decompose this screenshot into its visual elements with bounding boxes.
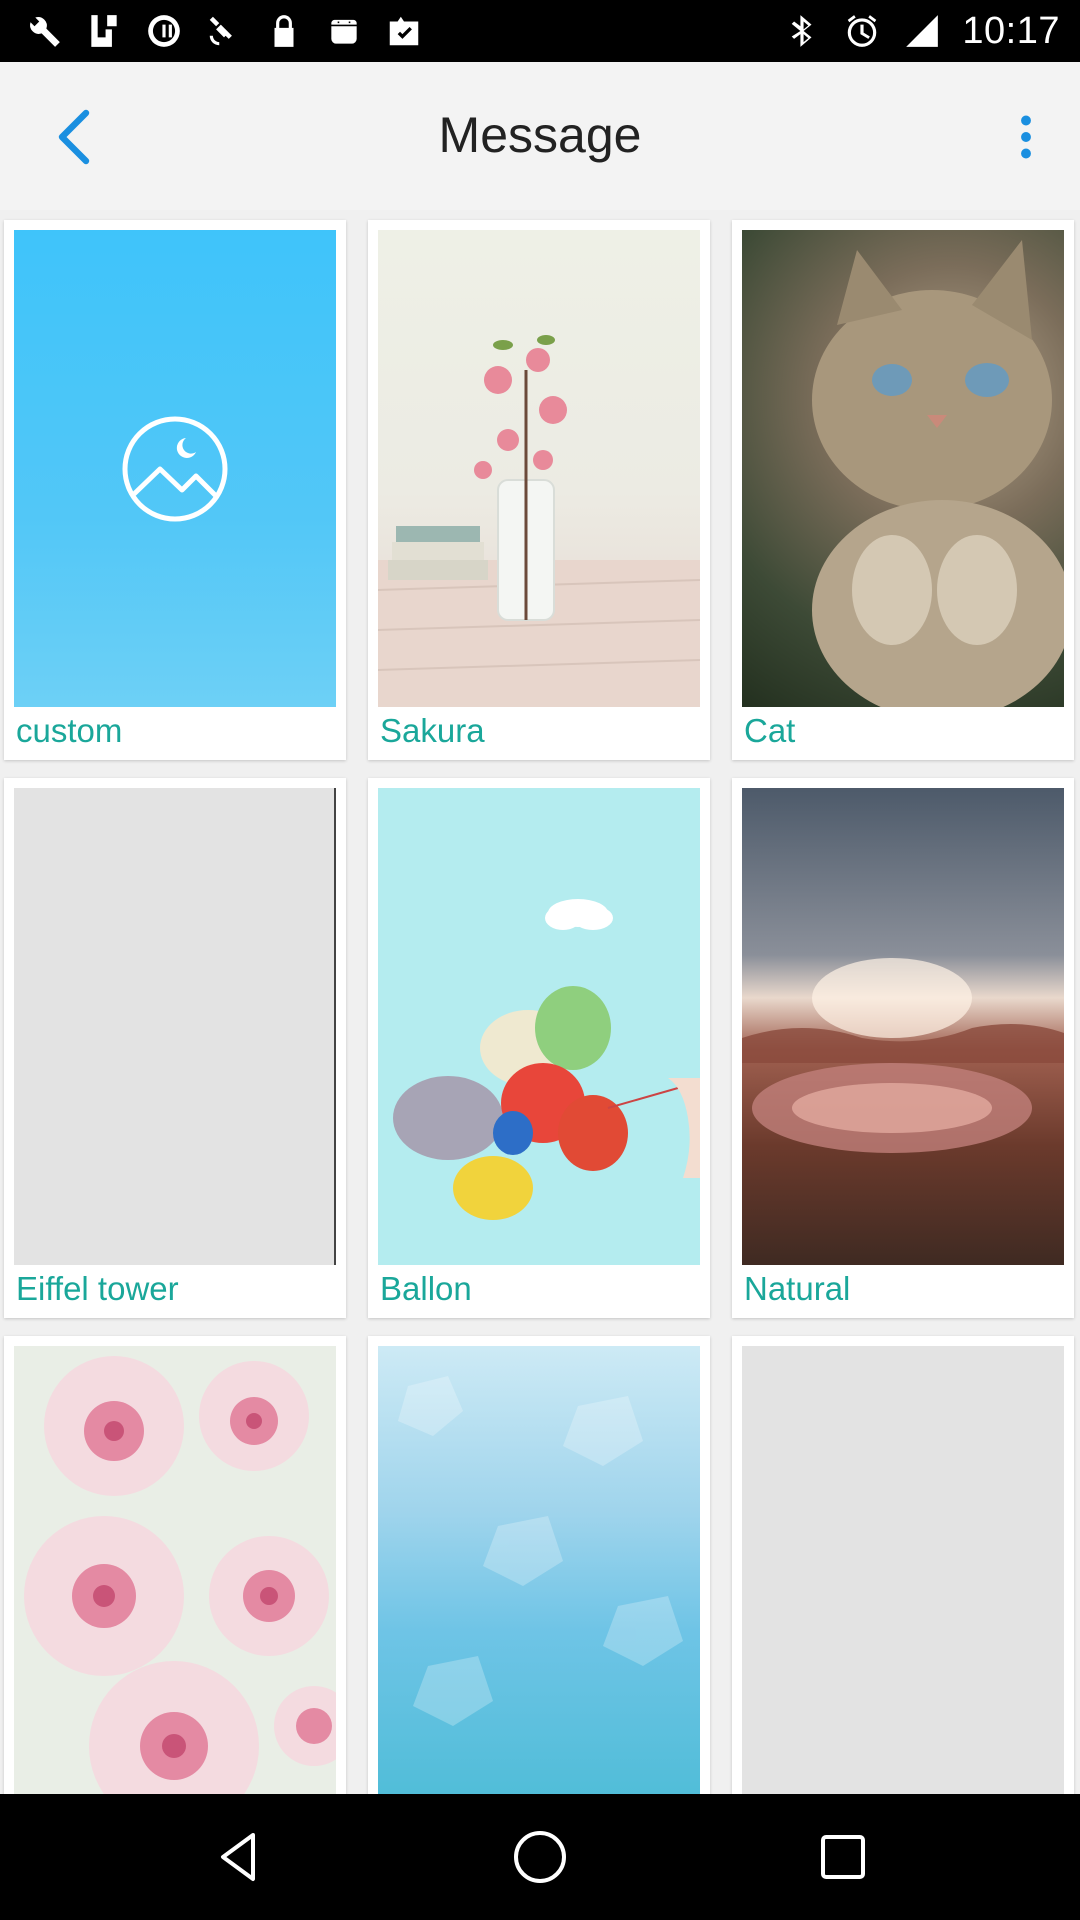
theme-thumbnail [742, 230, 1064, 707]
triangle-back-icon [221, 1833, 255, 1881]
theme-label: Cat [744, 712, 796, 749]
status-bar-right-icons: 10:17 [782, 10, 1060, 52]
theme-card-ballon[interactable]: Ballon [368, 778, 710, 1318]
signal-icon [902, 11, 942, 51]
theme-thumbnail [742, 788, 1064, 1265]
chevron-left-icon [58, 109, 90, 165]
satellite-icon [204, 11, 244, 51]
cat-image [812, 240, 1064, 707]
theme-thumbnail [378, 788, 700, 1265]
nav-back-button[interactable] [208, 1826, 270, 1888]
sync-icon [144, 11, 184, 51]
landscape-image [742, 958, 1064, 1153]
theme-label: Natural [744, 1270, 851, 1307]
theme-thumbnail [14, 230, 336, 707]
theme-grid: custom Sakura [0, 210, 1080, 1794]
theme-label: Sakura [380, 712, 485, 749]
circle-home-icon [514, 1831, 566, 1883]
theme-thumbnail [14, 1346, 336, 1794]
android-icon [324, 11, 364, 51]
theme-label: Eiffel tower [16, 1270, 179, 1307]
theme-card-blank[interactable] [732, 1336, 1074, 1794]
roses-image [24, 1356, 336, 1794]
navigation-bar [0, 1794, 1080, 1920]
theme-label: Ballon [380, 1270, 472, 1307]
back-button[interactable] [44, 102, 104, 172]
theme-card-custom[interactable]: custom [4, 220, 346, 760]
theme-card-cat[interactable]: Cat [732, 220, 1074, 760]
theme-card-sakura[interactable]: Sakura [368, 220, 710, 760]
theme-thumbnail [742, 1346, 1064, 1794]
more-vert-icon [1021, 115, 1031, 159]
nav-recents-button[interactable] [812, 1826, 874, 1888]
page-title: Message [438, 107, 642, 163]
theme-card-sky[interactable] [368, 1336, 710, 1794]
nav-home-button[interactable] [509, 1826, 571, 1888]
theme-thumbnail [378, 1346, 700, 1794]
theme-card-natural[interactable]: Natural [732, 778, 1074, 1318]
wrench-icon [24, 11, 64, 51]
fake-gps-icon [84, 11, 124, 51]
theme-thumbnail [14, 788, 336, 1265]
status-bar: 10:17 [0, 0, 1080, 62]
clipboard-check-icon [384, 11, 424, 51]
theme-thumbnail [378, 230, 700, 707]
bluetooth-icon [782, 11, 822, 51]
app-bar: Message [0, 62, 1080, 210]
alarm-icon [842, 11, 882, 51]
lock-icon [264, 11, 304, 51]
theme-label: custom [16, 712, 123, 749]
sakura-image [378, 335, 700, 707]
sky-image [398, 1376, 683, 1726]
theme-card-roses[interactable] [4, 1336, 346, 1794]
image-icon [122, 416, 228, 521]
status-time: 10:17 [962, 9, 1060, 52]
square-recents-icon [821, 1835, 865, 1879]
theme-card-eiffel-tower[interactable]: Eiffel tower [4, 778, 346, 1318]
more-options-button[interactable] [996, 102, 1056, 172]
status-bar-left-icons [24, 10, 424, 52]
balloon-image [393, 899, 700, 1220]
